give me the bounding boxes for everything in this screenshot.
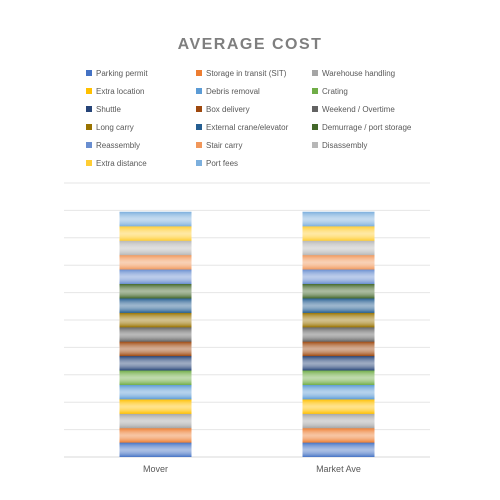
bar-shine-mover-long-carry: [119, 312, 192, 328]
bar-shine-market-ave-warehouse-handling: [302, 413, 375, 429]
legend-label: Long carry: [96, 122, 134, 132]
legend-label: Crating: [322, 86, 348, 96]
legend-item-port-fees: Port fees: [196, 156, 238, 170]
legend-item-crating: Crating: [312, 84, 348, 98]
bar-shine-market-ave-debris-removal: [302, 384, 375, 400]
legend-label: Debris removal: [206, 86, 260, 96]
bar-shine-mover-disassembly: [119, 240, 192, 256]
legend-label: Extra location: [96, 86, 145, 96]
bar-shine-mover-reassembly: [119, 269, 192, 284]
legend-label: Disassembly: [322, 140, 368, 150]
legend-label: Storage in transit (SIT): [206, 68, 287, 78]
legend-label: External crane/elevator: [206, 122, 289, 132]
bar-shine-market-ave-weekend-overtime: [302, 327, 375, 342]
legend-swatch: [196, 88, 202, 94]
bar-shine-market-ave-box-delivery: [302, 341, 375, 357]
legend-swatch: [312, 88, 318, 94]
bar-shine-market-ave-external-crane-elevator: [302, 298, 375, 313]
bar-shine-mover-extra-distance: [119, 226, 192, 241]
legend-label: Extra distance: [96, 158, 147, 168]
legend-label: Parking permit: [96, 68, 148, 78]
bar-shine-market-ave-disassembly: [302, 240, 375, 256]
bar-shine-mover-demurrage-port-storage: [119, 283, 192, 299]
bar-shine-mover-storage-in-transit-sit: [119, 428, 192, 443]
legend-label: Port fees: [206, 158, 239, 168]
legend-swatch: [196, 142, 202, 148]
legend-swatch: [312, 124, 318, 130]
legend-swatch: [86, 142, 92, 148]
legend-label: Box delivery: [206, 104, 250, 114]
legend-item-long-carry: Long carry: [86, 120, 134, 134]
bar-shine-mover-external-crane-elevator: [119, 298, 192, 313]
legend-item-parking-permit: Parking permit: [86, 66, 148, 80]
bar-shine-mover-parking-permit: [119, 442, 192, 457]
legend-item-extra-distance: Extra distance: [86, 156, 147, 170]
legend-swatch: [196, 106, 202, 112]
legend-swatch: [86, 124, 92, 130]
bar-shine-mover-port-fees: [119, 211, 192, 227]
bar-shine-market-ave-port-fees: [302, 211, 375, 227]
legend-item-box-delivery: Box delivery: [196, 102, 250, 116]
legend-item-demurrage-port-storage: Demurrage / port storage: [312, 120, 411, 134]
bar-shine-mover-extra-location: [119, 399, 192, 414]
legend-swatch: [312, 106, 318, 112]
legend-item-storage-in-transit-sit: Storage in transit (SIT): [196, 66, 286, 80]
legend-label: Demurrage / port storage: [322, 122, 412, 132]
legend-item-debris-removal: Debris removal: [196, 84, 260, 98]
legend-label: Reassembly: [96, 140, 141, 150]
legend-swatch: [196, 160, 202, 166]
legend-item-warehouse-handling: Warehouse handling: [312, 66, 395, 80]
bar-shine-market-ave-extra-location: [302, 399, 375, 414]
legend-item-shuttle: Shuttle: [86, 102, 121, 116]
legend-swatch: [86, 70, 92, 76]
legend-swatch: [196, 124, 202, 130]
legend-item-disassembly: Disassembly: [312, 138, 367, 152]
legend-item-reassembly: Reassembly: [86, 138, 140, 152]
chart-title: AVERAGE COST: [177, 36, 323, 53]
legend-item-weekend-overtime: Weekend / Overtime: [312, 102, 395, 116]
legend-swatch: [86, 160, 92, 166]
legend-label: Shuttle: [96, 104, 121, 114]
bar-shine-market-ave-extra-distance: [302, 226, 375, 241]
legend-item-stair-carry: Stair carry: [196, 138, 242, 152]
bar-shine-mover-box-delivery: [119, 341, 192, 357]
bar-shine-market-ave-crating: [302, 370, 375, 385]
bar-shine-market-ave-demurrage-port-storage: [302, 283, 375, 299]
legend-swatch: [196, 70, 202, 76]
legend-label: Warehouse handling: [322, 68, 396, 78]
legend-label: Stair carry: [206, 140, 243, 150]
legend-item-external-crane-elevator: External crane/elevator: [196, 120, 288, 134]
bar-shine-mover-shuttle: [119, 356, 192, 371]
legend-label: Weekend / Overtime: [322, 104, 395, 114]
bar-shine-market-ave-storage-in-transit-sit: [302, 428, 375, 443]
bar-shine-mover-stair-carry: [119, 255, 192, 270]
bar-shine-market-ave-stair-carry: [302, 255, 375, 270]
bar-shine-market-ave-shuttle: [302, 356, 375, 371]
x-tick-label-mover: Mover: [143, 464, 168, 474]
legend-swatch: [312, 142, 318, 148]
legend-swatch: [86, 88, 92, 94]
legend-item-extra-location: Extra location: [86, 84, 144, 98]
bar-shine-mover-crating: [119, 370, 192, 385]
bar-shine-market-ave-long-carry: [302, 312, 375, 328]
legend-swatch: [312, 70, 318, 76]
bar-shine-market-ave-parking-permit: [302, 442, 375, 457]
bar-shine-mover-warehouse-handling: [119, 413, 192, 429]
x-tick-label-market-ave: Market Ave: [316, 464, 361, 474]
legend-swatch: [86, 106, 92, 112]
bar-shine-market-ave-reassembly: [302, 269, 375, 284]
bar-shine-mover-debris-removal: [119, 384, 192, 400]
chart-legend: Parking permit Storage in transit (SIT) Wa…: [86, 66, 426, 176]
bar-shine-mover-weekend-overtime: [119, 327, 192, 342]
